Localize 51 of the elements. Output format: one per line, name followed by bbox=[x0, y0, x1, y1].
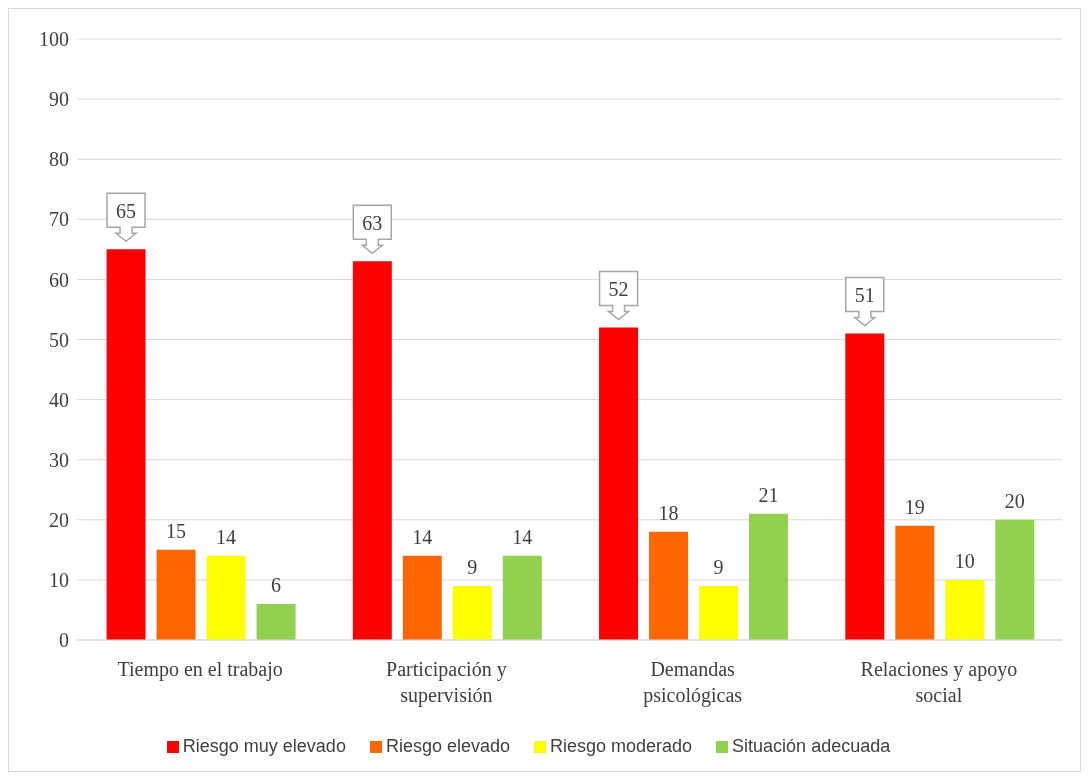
y-tick-label: 20 bbox=[49, 508, 69, 531]
x-tick-label: Tiempo en el trabajo bbox=[117, 658, 283, 681]
data-label: 6 bbox=[271, 573, 282, 596]
y-tick-label: 90 bbox=[49, 88, 69, 111]
bar bbox=[845, 333, 885, 640]
bar bbox=[106, 249, 146, 640]
y-tick-label: 70 bbox=[49, 208, 69, 231]
bar bbox=[452, 585, 492, 640]
data-label: 20 bbox=[1004, 489, 1025, 512]
data-label: 14 bbox=[412, 525, 433, 548]
data-label: 10 bbox=[954, 549, 975, 572]
bar bbox=[402, 555, 442, 640]
bar bbox=[945, 579, 985, 640]
x-tick-label: Participación y supervisión bbox=[386, 658, 507, 707]
legend-label: Riesgo muy elevado bbox=[182, 736, 346, 756]
bar bbox=[649, 531, 689, 640]
bar bbox=[749, 513, 789, 640]
data-label: 51 bbox=[854, 284, 875, 307]
y-tick-label: 0 bbox=[59, 629, 69, 652]
y-tick-label: 50 bbox=[49, 328, 69, 351]
data-label: 9 bbox=[467, 555, 478, 578]
y-tick-label: 40 bbox=[49, 388, 69, 411]
data-label: 19 bbox=[904, 495, 925, 518]
legend-label: Riesgo moderado bbox=[549, 736, 693, 756]
bar bbox=[352, 261, 392, 640]
bar bbox=[256, 603, 296, 640]
x-tick-label: Demandas psicológicas bbox=[643, 658, 743, 707]
data-label: 52 bbox=[608, 278, 629, 301]
y-tick-label: 10 bbox=[49, 569, 69, 591]
data-label: 14 bbox=[216, 525, 237, 548]
x-tick-label: Relaciones y apoyo social bbox=[860, 658, 1018, 706]
legend-label: Riesgo elevado bbox=[385, 736, 510, 756]
y-tick-label: 30 bbox=[49, 448, 69, 471]
y-tick-label: 100 bbox=[39, 28, 69, 51]
data-label: 9 bbox=[713, 555, 724, 578]
y-tick-label: 80 bbox=[49, 148, 69, 171]
bar bbox=[206, 555, 246, 640]
data-label: 18 bbox=[658, 501, 679, 524]
bar bbox=[502, 555, 542, 640]
data-label: 15 bbox=[166, 519, 187, 542]
bar bbox=[156, 549, 196, 640]
data-label: 14 bbox=[512, 525, 533, 548]
bar bbox=[599, 327, 639, 640]
bar bbox=[995, 519, 1035, 640]
data-label: 21 bbox=[758, 483, 779, 506]
data-label: 63 bbox=[362, 212, 383, 235]
y-tick-label: 60 bbox=[49, 268, 69, 291]
data-label: 65 bbox=[116, 200, 137, 223]
legend-label: Situación adecuada bbox=[732, 736, 891, 756]
bar bbox=[895, 525, 935, 640]
bar bbox=[699, 585, 739, 640]
